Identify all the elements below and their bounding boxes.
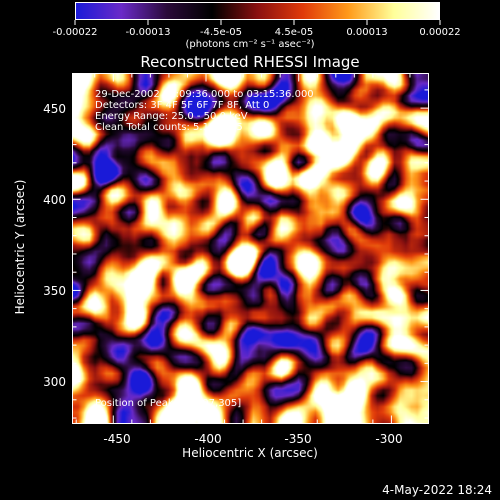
y-axis-label: Heliocentric Y (arcsec)	[13, 179, 27, 315]
plot-timestamp: 4-May-2022 18:24	[382, 483, 492, 497]
annotation-energy: Energy Range: 25.0 - 50.0 keV	[95, 111, 248, 122]
annotation-counts: Clean Total counts: 5.16E+05	[95, 122, 243, 133]
annotation-time: 29-Dec-2002 03:09:36.000 to 03:15:36.000	[95, 89, 314, 100]
plot-annotations: 29-Dec-2002 03:09:36.000 to 03:15:36.000…	[95, 89, 314, 133]
colorbar-units: (photons cm⁻² s⁻¹ asec⁻²)	[185, 39, 315, 50]
chart-title: Reconstructed RHESSI Image	[140, 53, 360, 71]
y-tick-label: 400	[43, 193, 66, 207]
peak-position-label: Position of Peak = [-297,305]	[95, 398, 242, 409]
colorbar-tick-label: 4.5e-05	[274, 27, 314, 38]
x-axis-label: Heliocentric X (arcsec)	[182, 446, 318, 460]
heatmap-image	[72, 73, 428, 423]
colorbar-tick-label: -0.00022	[52, 27, 98, 38]
colorbar-ticks	[74, 20, 441, 25]
y-tick-label: 350	[43, 284, 66, 298]
colorbar-tick-label: 0.00013	[346, 27, 388, 38]
x-tick-label: -400	[194, 432, 222, 446]
colorbar-tick-label: -4.5e-05	[200, 27, 242, 38]
x-tick-label: -300	[375, 432, 403, 446]
colorbar	[75, 2, 440, 20]
colorbar-tick-label: -0.00013	[125, 27, 171, 38]
x-tick-label: -350	[284, 432, 312, 446]
annotation-detectors: Detectors: 3F 4F 5F 6F 7F 8F, Att 0	[95, 100, 270, 111]
y-tick-label: 450	[43, 102, 66, 116]
plot-area	[72, 73, 428, 423]
colorbar-gradient	[76, 3, 439, 19]
y-tick-label: 300	[43, 375, 66, 389]
colorbar-tick-label: 0.00022	[419, 27, 461, 38]
x-tick-label: -450	[103, 432, 131, 446]
